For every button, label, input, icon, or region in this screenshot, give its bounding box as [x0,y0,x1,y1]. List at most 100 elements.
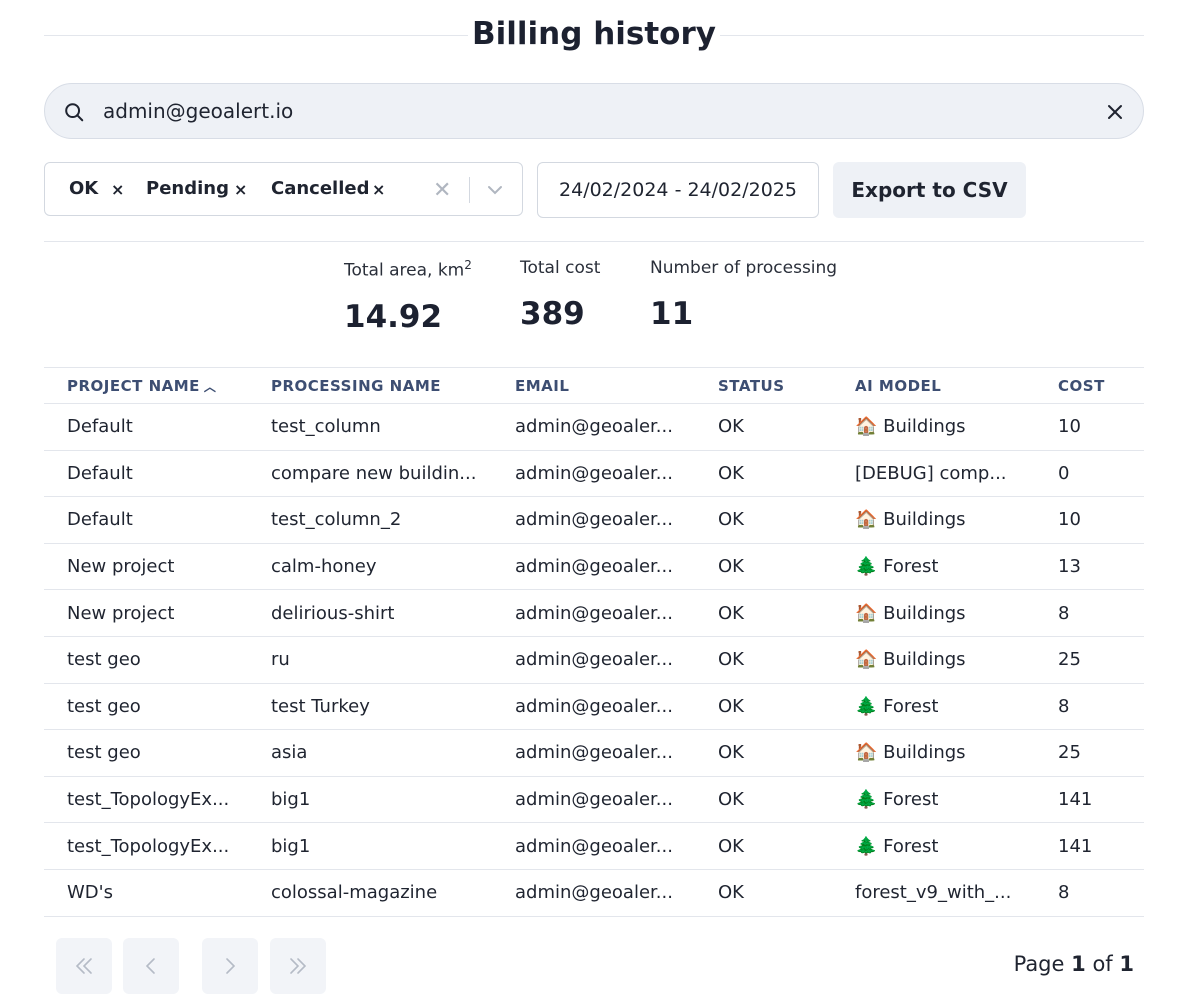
cell-email: admin@geoaler... [492,636,695,684]
cell-email: admin@geoaler... [492,589,695,637]
cell-processing: ru [248,636,492,684]
cell-email: admin@geoaler... [492,822,695,870]
processing-count-stat: Number of processing 11 [650,258,837,332]
column-header-cost[interactable]: COST [1035,367,1144,404]
cell-cost: 10 [1035,496,1144,544]
cell-project: WD's [44,869,248,917]
cell-cost: 0 [1035,450,1144,498]
chip-remove-icon[interactable]: × [111,180,125,199]
search-icon [65,103,84,122]
cell-email: admin@geoaler... [492,496,695,544]
sort-asc-icon[interactable]: ︿ [203,379,217,394]
column-header-ai-model[interactable]: AI MODEL [832,367,1035,404]
cell-ai-model: 🏠 Buildings [832,589,1035,637]
next-page-button[interactable] [202,938,258,994]
cell-project: test_TopologyEx... [44,822,248,870]
table-row[interactable]: test_TopologyEx... big1 admin@geoaler... OK… [44,776,1144,824]
cell-email: admin@geoaler... [492,729,695,777]
table-row[interactable]: Default test_column admin@geoaler... OK 🏠 Bu… [44,403,1144,451]
cell-ai-model: 🌲 Forest [832,683,1035,731]
column-header-status[interactable]: STATUS [695,367,832,404]
cell-status: OK [695,729,832,777]
cell-project: test geo [44,636,248,684]
cell-cost: 25 [1035,636,1144,684]
double-chevron-left-icon [75,958,92,974]
stat-value: 14.92 [344,298,443,335]
table-row[interactable]: Default compare new buildin... admin@geoal… [44,450,1144,498]
cell-status: OK [695,636,832,684]
table-row[interactable]: test geo asia admin@geoaler... OK 🏠 Building… [44,729,1144,777]
cell-ai-model: 🌲 Forest [832,543,1035,591]
chip-remove-icon[interactable]: × [372,180,386,199]
chip-remove-icon[interactable]: × [234,180,248,199]
table-header-row: PROJECT NAME ︿ PROCESSING NAME EMAIL STAT… [44,367,1144,404]
cell-processing: big1 [248,776,492,824]
section-divider [44,241,1144,242]
cell-project: Default [44,496,248,544]
column-header-project[interactable]: PROJECT NAME ︿ [44,367,248,404]
cell-cost: 141 [1035,776,1144,824]
chip-label: OK [69,178,99,199]
cell-project: New project [44,589,248,637]
stat-label: Total cost [520,258,601,278]
cell-email: admin@geoaler... [492,543,695,591]
cell-status: OK [695,683,832,731]
double-chevron-right-icon [290,958,307,974]
cell-cost: 8 [1035,683,1144,731]
clear-all-icon[interactable]: ✕ [433,178,452,203]
cell-processing: compare new buildin... [248,450,492,498]
billing-table: PROJECT NAME ︿ PROCESSING NAME EMAIL STAT… [44,367,1144,917]
total-cost-stat: Total cost 389 [520,258,600,332]
stat-label: Number of processing [650,258,838,278]
cell-processing: asia [248,729,492,777]
cell-cost: 141 [1035,822,1144,870]
status-chip-ok: OK × [69,178,124,199]
cell-processing: colossal-magazine [248,869,492,917]
cell-project: New project [44,543,248,591]
table-row[interactable]: test geo ru admin@geoaler... OK 🏠 Buildings 2… [44,636,1144,684]
cell-status: OK [695,822,832,870]
cell-ai-model: 🌲 Forest [832,776,1035,824]
table-row[interactable]: New project calm-honey admin@geoaler... OK 🌲… [44,543,1144,591]
chip-label: Cancelled [271,178,370,199]
search-input[interactable]: admin@geoalert.io [103,99,294,123]
cell-status: OK [695,403,832,451]
table-row[interactable]: New project delirious-shirt admin@geoaler.… [44,589,1144,637]
total-area-stat: Total area, km2 14.92 [344,258,472,335]
cell-cost: 25 [1035,729,1144,777]
prev-page-button[interactable] [123,938,179,994]
cell-email: admin@geoaler... [492,450,695,498]
cell-email: admin@geoaler... [492,776,695,824]
last-page-button[interactable] [270,938,326,994]
table-row[interactable]: Default test_column_2 admin@geoaler... OK 🏠 … [44,496,1144,544]
cell-email: admin@geoaler... [492,403,695,451]
close-icon[interactable] [1105,102,1125,122]
stat-value: 389 [520,296,585,332]
first-page-button[interactable] [56,938,112,994]
dropdown-separator [469,177,470,203]
cell-project: Default [44,403,248,451]
cell-status: OK [695,869,832,917]
cell-ai-model: [DEBUG] comp... [832,450,1035,498]
status-chip-cancelled: Cancelled × [271,178,385,199]
cell-status: OK [695,450,832,498]
column-header-processing[interactable]: PROCESSING NAME [248,367,492,404]
export-csv-button[interactable]: Export to CSV [833,162,1026,218]
search-bar[interactable]: admin@geoalert.io [44,83,1144,139]
page-header: Billing history [44,14,1144,58]
cell-cost: 10 [1035,403,1144,451]
header-divider-right [720,35,1144,36]
cell-status: OK [695,543,832,591]
cell-status: OK [695,589,832,637]
date-range-picker[interactable]: 24/02/2024 - 24/02/2025 [537,162,819,218]
table-row[interactable]: test_TopologyEx... big1 admin@geoaler... OK… [44,822,1144,870]
chevron-down-icon[interactable] [485,181,505,199]
cell-processing: delirious-shirt [248,589,492,637]
status-multiselect[interactable]: OK × Pending × Cancelled × ✕ [44,162,523,216]
cell-project: test geo [44,729,248,777]
cell-ai-model: 🌲 Forest [832,822,1035,870]
column-header-email[interactable]: EMAIL [492,367,695,404]
cell-cost: 8 [1035,589,1144,637]
table-row[interactable]: test geo test Turkey admin@geoaler... OK 🌲 F… [44,683,1144,731]
table-row[interactable]: WD's colossal-magazine admin@geoaler... OK f… [44,869,1144,917]
